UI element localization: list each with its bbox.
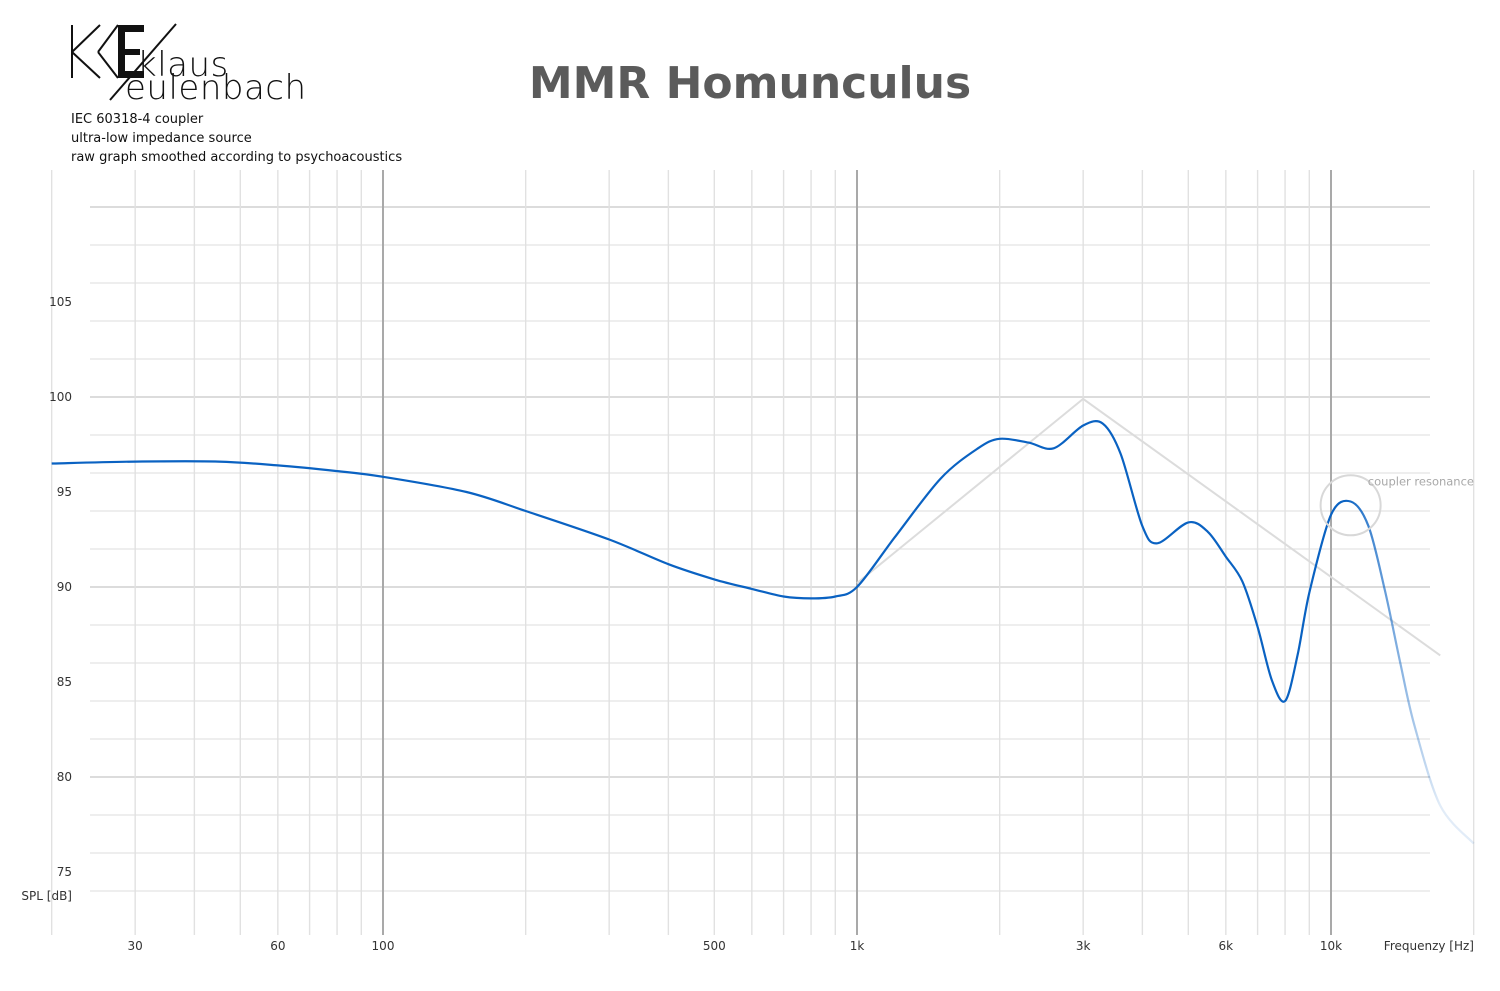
x-tick-label: 100 <box>372 939 395 953</box>
x-tick-label: 60 <box>270 939 285 953</box>
y-tick-label: 85 <box>57 675 72 689</box>
y-tick-label: 90 <box>57 580 72 594</box>
frequency-response-curve <box>51 420 1475 845</box>
x-tick-label: 10k <box>1320 939 1342 953</box>
y-tick-label: 95 <box>57 485 72 499</box>
series-layer <box>51 397 1475 845</box>
horizontal-gridlines <box>90 206 1430 892</box>
y-tick-label: 80 <box>57 770 72 784</box>
x-tick-label: 30 <box>128 939 143 953</box>
meta-line-smoothing: raw graph smoothed according to psychoac… <box>71 150 403 165</box>
reference-target-line <box>856 397 1441 657</box>
klaus-eulenbach-logo-mark <box>71 23 177 101</box>
coupler-resonance-circle <box>1319 474 1382 537</box>
y-tick-labels: 75 80 85 90 95 100 105 <box>49 295 72 879</box>
x-tick-label: 3k <box>1076 939 1091 953</box>
x-tick-label: 500 <box>703 939 726 953</box>
coupler-resonance-label: coupler resonance <box>1368 474 1474 488</box>
x-tick-label: 6k <box>1219 939 1234 953</box>
vertical-gridlines <box>50 170 1475 935</box>
x-axis-label: Frequenzy [Hz] <box>1384 939 1474 953</box>
y-tick-label: 105 <box>49 295 72 309</box>
brand-line2: eulenbach <box>125 68 307 108</box>
annotation-layer: coupler resonance <box>1319 474 1474 537</box>
brand-line1: klaus <box>137 45 229 85</box>
meta-line-coupler: IEC 60318-4 coupler <box>71 112 204 127</box>
brand-logo: klaus eulenbach <box>70 22 340 108</box>
meta-line-source: ultra-low impedance source <box>71 131 252 146</box>
y-axis-label: SPL [dB] <box>21 889 72 903</box>
x-tick-label: 1k <box>850 939 865 953</box>
x-tick-labels: 30 60 100 500 1k 3k 6k 10k <box>128 939 1343 953</box>
y-tick-label: 75 <box>57 865 72 879</box>
chart-title: MMR Homunculus <box>528 58 972 109</box>
measurement-notes: IEC 60318-4 coupler ultra-low impedance … <box>71 110 402 167</box>
y-tick-label: 100 <box>49 390 72 404</box>
